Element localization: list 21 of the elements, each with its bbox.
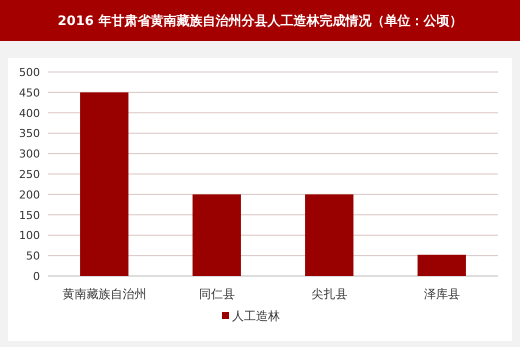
y-tick-label: 300 <box>19 148 40 161</box>
x-tick-label: 黄南藏族自治州 <box>62 287 146 301</box>
y-tick-label: 50 <box>26 250 40 263</box>
bar <box>192 194 241 276</box>
x-tick-label: 同仁县 <box>198 287 235 301</box>
y-tick-label: 400 <box>19 106 40 120</box>
bar <box>418 254 466 276</box>
bar <box>305 194 354 276</box>
legend-label: 人工造林 <box>232 309 280 323</box>
x-tick-label: 泽库县 <box>424 287 460 301</box>
y-tick-label: 500 <box>19 66 40 79</box>
y-tick-label: 150 <box>19 208 40 222</box>
y-tick-label: 0 <box>33 270 40 283</box>
y-tick-label: 350 <box>19 127 40 140</box>
y-tick-label: 450 <box>19 86 40 100</box>
bar <box>80 92 128 276</box>
y-tick-label: 200 <box>19 188 40 202</box>
chart-title: 2016 年甘肃省黄南藏族自治州分县人工造林完成情况（单位：公顷） <box>58 13 462 29</box>
x-tick-label: 尖扎县 <box>311 287 348 301</box>
y-tick-label: 100 <box>19 229 40 242</box>
y-tick-label: 250 <box>19 168 40 181</box>
